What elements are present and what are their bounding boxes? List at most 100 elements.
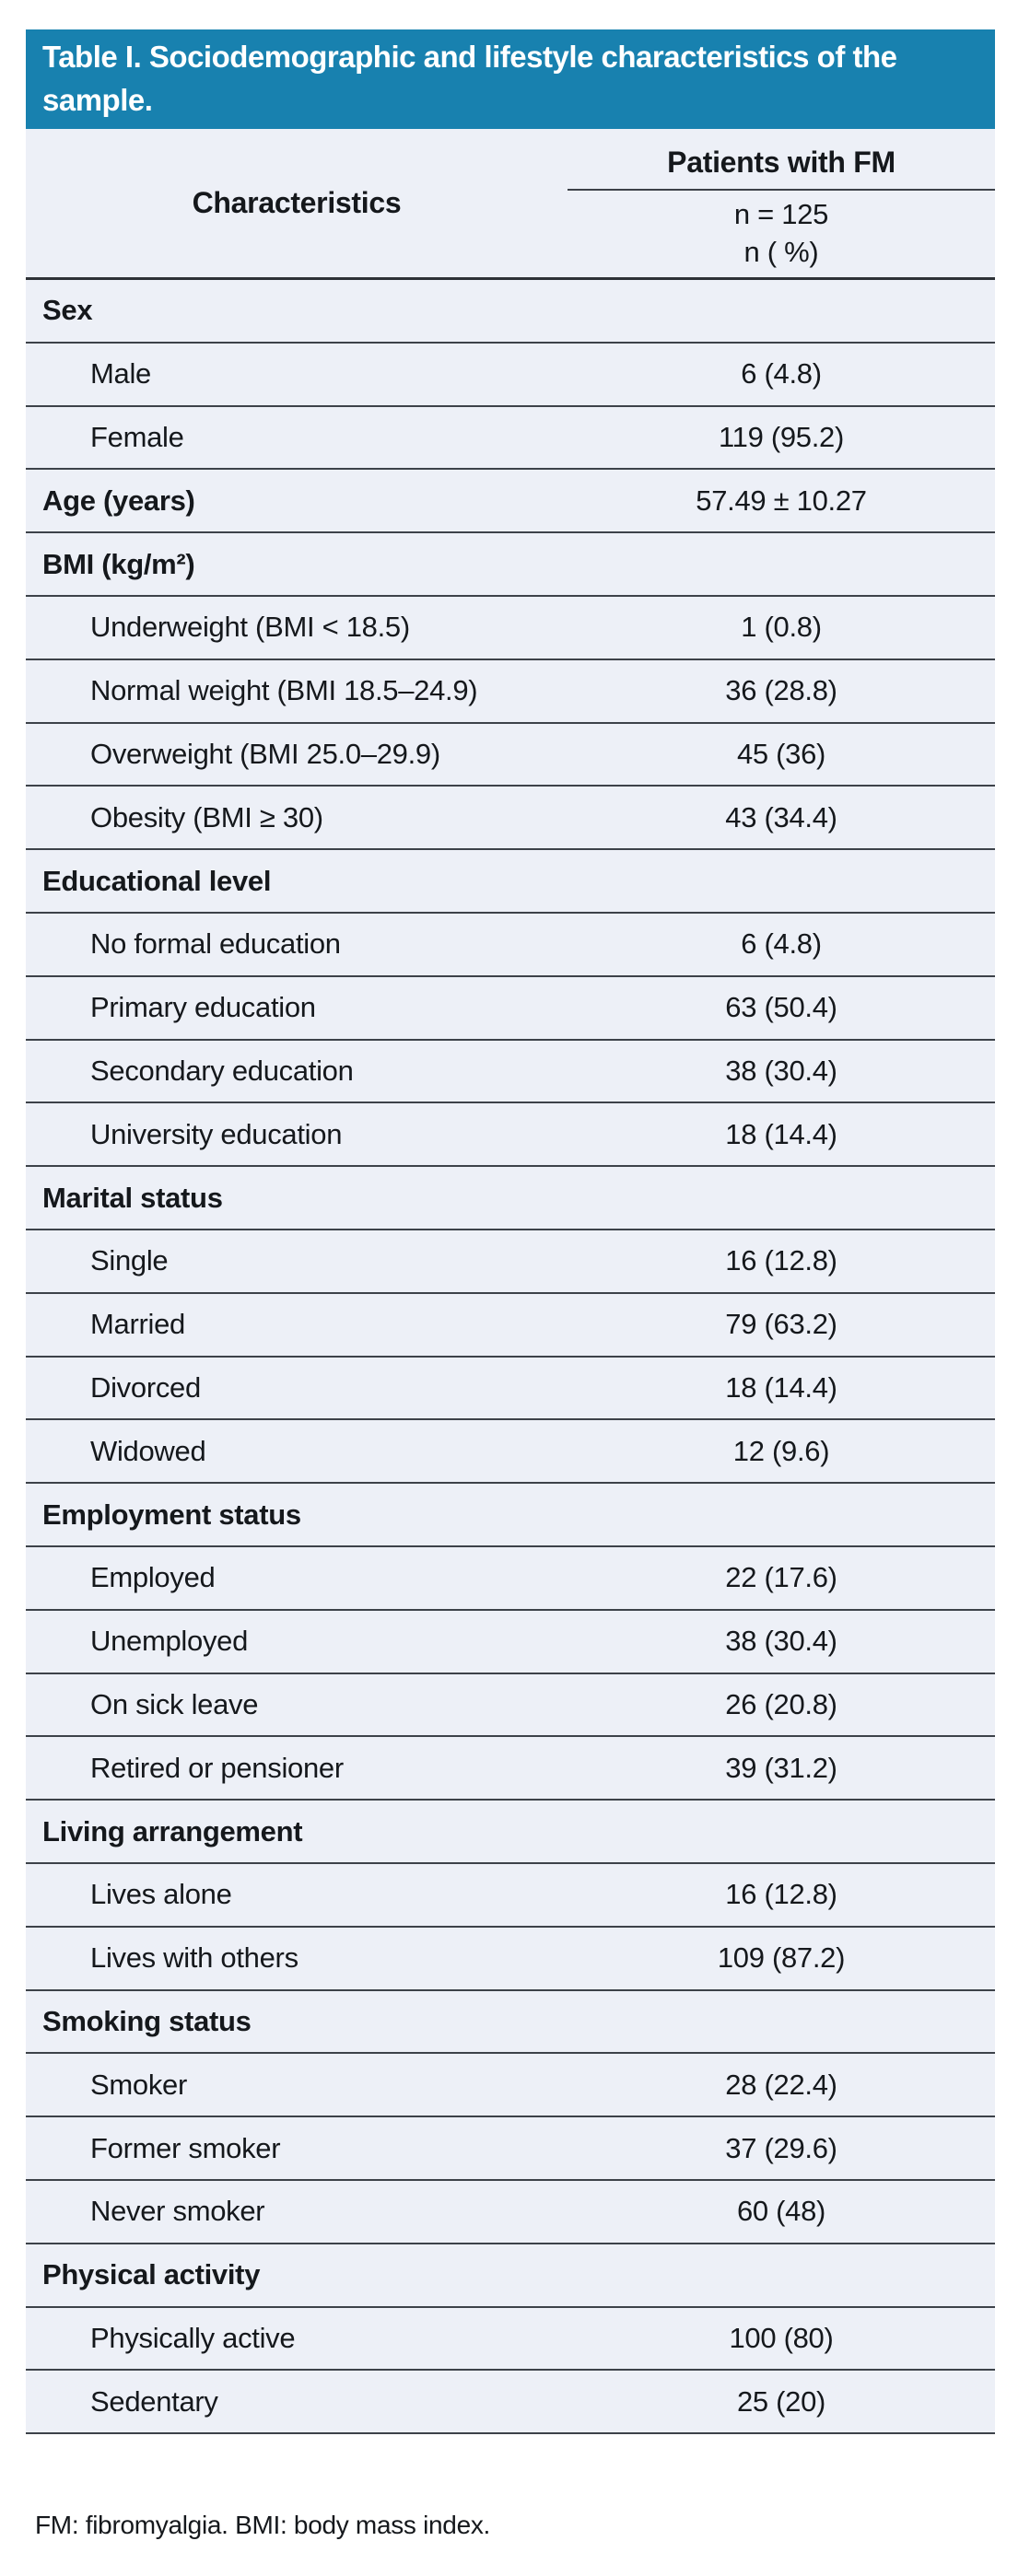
row-label: Smoking status [42,2004,252,2037]
table-row: Secondary education 38 (30.4) [26,1040,995,1104]
table-row: Lives alone 16 (12.8) [26,1863,995,1928]
row-label: BMI (kg/m²) [42,547,195,580]
row-value: 36 (28.8) [725,674,837,707]
table-row: On sick leave 26 (20.8) [26,1673,995,1738]
row-label: Living arrangement [42,1814,303,1847]
section-row: Age (years) 57.49 ± 10.27 [26,470,995,534]
row-label: Obesity (BMI ≥ 30) [90,800,323,833]
row-value [568,850,995,912]
footnote: FM: fibromyalgia. BMI: body mass index. [35,2511,491,2539]
row-label: Educational level [42,864,272,897]
row-value [568,2244,995,2306]
row-label: Overweight (BMI 25.0–29.9) [90,737,440,770]
row-label: Former smoker [90,2131,281,2164]
section-row: Living arrangement [26,1801,995,1864]
section-row: Employment status [26,1484,995,1547]
row-value: 119 (95.2) [718,420,845,453]
table-row: Married 79 (63.2) [26,1293,995,1358]
sample-size-subheader: n = 125 n ( %) [568,191,995,277]
table-row: University education 18 (14.4) [26,1103,995,1168]
table-body: Sex Male 6 (4.8) Female 119 (95.2) Age (years… [26,280,995,2435]
row-label: Widowed [90,1434,206,1467]
row-label: On sick leave [90,1687,259,1720]
section-row: Physical activity [26,2244,995,2308]
table-row: Male 6 (4.8) [26,343,995,407]
row-value [568,280,995,342]
section-row: Smoking status [26,1990,995,2055]
row-value: 63 (50.4) [725,991,837,1024]
table-row: Underweight (BMI < 18.5) 1 (0.8) [26,596,995,660]
row-value: 37 (29.6) [725,2131,837,2164]
table-row: Sedentary 25 (20) [26,2371,995,2435]
row-value: 16 (12.8) [725,1878,837,1911]
row-label: Employed [90,1561,216,1594]
table-title: Table I. Sociodemographic and lifestyle … [42,40,897,117]
row-label: Retired or pensioner [90,1751,344,1784]
row-value: 6 (4.8) [741,357,822,390]
row-label: Lives alone [90,1878,232,1911]
row-value: 38 (30.4) [725,1625,837,1658]
table-row: No formal education 6 (4.8) [26,913,995,977]
patients-with-fm-header: Patients with FM [568,129,995,191]
row-value: 109 (87.2) [717,1941,846,1975]
characteristics-column-header: Characteristics [192,186,402,219]
table-row: Primary education 63 (50.4) [26,976,995,1041]
section-row: Marital status [26,1167,995,1230]
table-row: Former smoker 37 (29.6) [26,2117,995,2181]
row-value: 22 (17.6) [725,1561,837,1594]
section-row: Educational level [26,850,995,914]
row-value: 100 (80) [729,2321,834,2354]
row-label: Never smoker [90,2195,265,2228]
table-card: Table I. Sociodemographic and lifestyle … [26,29,995,2435]
patients-column-header-group: Patients with FM n = 125 n ( %) [568,129,995,277]
row-value: 6 (4.8) [741,927,822,961]
row-label: Unemployed [90,1625,249,1658]
row-value: 18 (14.4) [725,1117,837,1150]
row-label: Age (years) [42,484,195,517]
table-row: Unemployed 38 (30.4) [26,1610,995,1674]
row-value: 57.49 ± 10.27 [696,484,867,517]
row-value: 16 (12.8) [725,1244,837,1277]
row-label: Secondary education [90,1054,354,1087]
row-value: 43 (34.4) [725,800,837,833]
row-value: 25 (20) [736,2384,826,2418]
row-value: 12 (9.6) [732,1434,830,1467]
row-label: Divorced [90,1370,201,1404]
table-row: Retired or pensioner 39 (31.2) [26,1737,995,1801]
row-value: 26 (20.8) [725,1687,837,1720]
row-value [568,1484,995,1545]
row-label: Lives with others [90,1941,298,1975]
table-title-bar: Table I. Sociodemographic and lifestyle … [26,29,995,129]
row-label: Smoker [90,2068,188,2101]
row-label: Employment status [42,1498,301,1531]
row-value [568,1801,995,1862]
table-row: Overweight (BMI 25.0–29.9) 45 (36) [26,723,995,787]
table-row: Lives with others 109 (87.2) [26,1927,995,1991]
row-label: Normal weight (BMI 18.5–24.9) [90,674,478,707]
row-label: Underweight (BMI < 18.5) [90,611,410,644]
row-value [568,1991,995,2053]
row-label: Primary education [90,991,316,1024]
row-label: Physically active [90,2321,296,2354]
table-row: Never smoker 60 (48) [26,2180,995,2244]
row-value: 45 (36) [736,737,826,770]
sample-size-n: n = 125 [733,198,829,231]
row-value: 38 (30.4) [725,1054,837,1087]
table-row: Physically active 100 (80) [26,2307,995,2372]
row-label: No formal education [90,927,341,961]
row-value [568,533,995,595]
table-row: Female 119 (95.2) [26,406,995,471]
table-row: Normal weight (BMI 18.5–24.9) 36 (28.8) [26,659,995,724]
row-value: 39 (31.2) [725,1751,837,1784]
row-label: Married [90,1308,185,1341]
row-label: University education [90,1117,343,1150]
n-percent-label: n ( %) [743,236,819,268]
row-value: 18 (14.4) [725,1370,837,1404]
table-row: Widowed 12 (9.6) [26,1420,995,1485]
row-label: Female [90,420,184,453]
row-label: Sedentary [90,2384,218,2418]
row-label: Marital status [42,1181,223,1214]
row-label: Sex [42,294,93,327]
table-row: Smoker 28 (22.4) [26,2054,995,2118]
table-row: Obesity (BMI ≥ 30) 43 (34.4) [26,787,995,851]
